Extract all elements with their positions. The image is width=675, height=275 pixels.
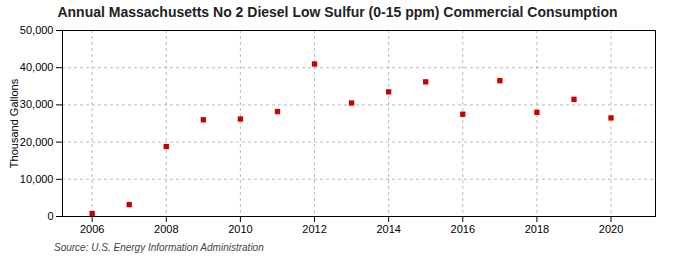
svg-text:2014: 2014 — [376, 223, 400, 235]
svg-text:Thousand Gallons: Thousand Gallons — [8, 78, 20, 168]
svg-text:10,000: 10,000 — [20, 173, 54, 185]
svg-text:20,000: 20,000 — [20, 136, 54, 148]
svg-text:2012: 2012 — [302, 223, 326, 235]
svg-text:2008: 2008 — [154, 223, 178, 235]
svg-text:40,000: 40,000 — [20, 61, 54, 73]
svg-text:2006: 2006 — [80, 223, 104, 235]
svg-text:2010: 2010 — [228, 223, 252, 235]
html-text:Source: U.S. Energy Informatio: Source: U.S. Energy Information Administ… — [54, 242, 264, 253]
html-text:Annual Massachusetts No 2 Dies: Annual Massachusetts No 2 Diesel Low Sul… — [57, 4, 618, 20]
svg-text:50,000: 50,000 — [20, 24, 54, 36]
svg-text:2018: 2018 — [525, 223, 549, 235]
svg-text:30,000: 30,000 — [20, 98, 54, 110]
svg-text:0: 0 — [47, 210, 53, 222]
svg-text:2020: 2020 — [599, 223, 623, 235]
svg-text:2016: 2016 — [451, 223, 475, 235]
